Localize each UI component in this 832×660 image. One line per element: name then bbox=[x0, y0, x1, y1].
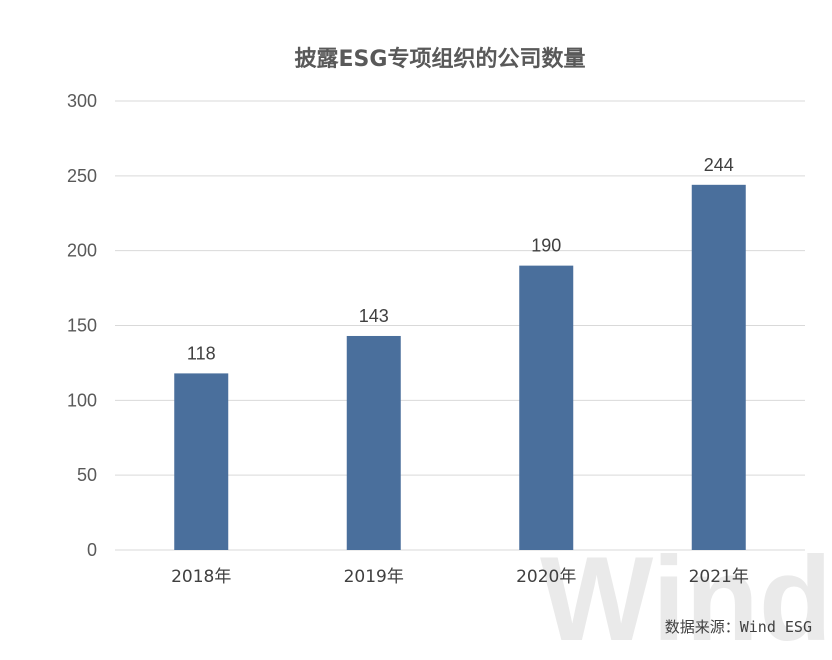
x-axis-categories: 2018年 2019年 2020年 2021年 bbox=[171, 567, 749, 587]
x-category-label: 2018年 bbox=[171, 567, 231, 587]
y-tick-label: 250 bbox=[67, 166, 97, 186]
bar bbox=[519, 265, 574, 550]
data-label: 244 bbox=[704, 155, 734, 175]
gridlines bbox=[115, 100, 805, 551]
y-tick-label: 200 bbox=[67, 241, 97, 261]
data-labels: 118 143 190 244 bbox=[187, 155, 734, 364]
wind-watermark: Wind bbox=[540, 532, 832, 660]
data-label: 143 bbox=[359, 306, 389, 326]
x-category-label: 2019年 bbox=[344, 567, 404, 587]
bar bbox=[174, 373, 229, 550]
source-note: 数据来源：Wind ESG bbox=[665, 618, 812, 636]
y-tick-label: 0 bbox=[87, 540, 97, 560]
data-label: 118 bbox=[187, 343, 216, 363]
y-tick-label: 100 bbox=[67, 390, 97, 410]
bars bbox=[174, 184, 746, 550]
data-label: 190 bbox=[531, 236, 561, 256]
y-axis-ticks: 0 50 100 150 200 250 300 bbox=[67, 91, 97, 560]
x-category-label: 2021年 bbox=[689, 567, 749, 587]
bar bbox=[691, 184, 746, 550]
x-category-label: 2020年 bbox=[516, 567, 576, 587]
y-tick-label: 150 bbox=[67, 316, 97, 336]
y-tick-label: 50 bbox=[77, 465, 97, 485]
chart-title: 披露ESG专项组织的公司数量 bbox=[295, 46, 586, 72]
bar bbox=[346, 335, 401, 550]
y-tick-label: 300 bbox=[67, 91, 97, 111]
